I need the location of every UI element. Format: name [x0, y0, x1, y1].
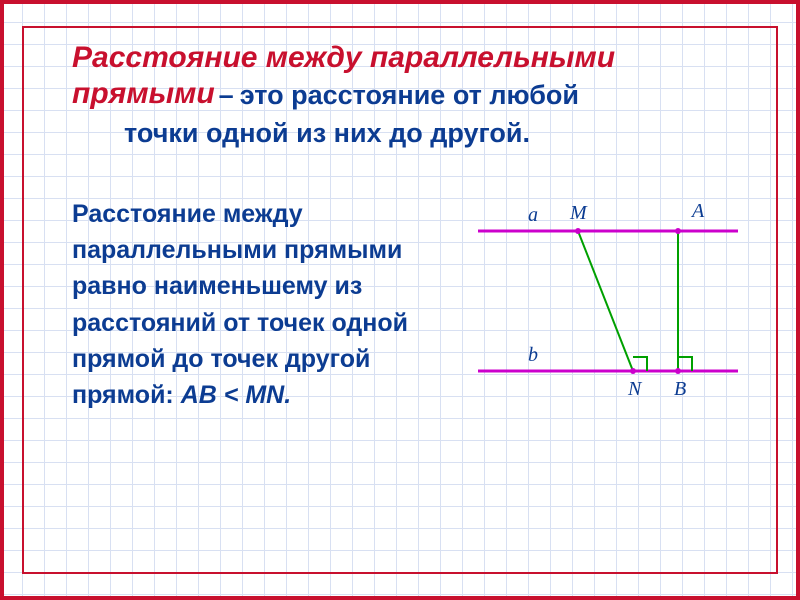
label-a: a	[528, 204, 538, 227]
label-B: B	[674, 378, 686, 401]
title-line1: Расстояние между параллельными	[72, 38, 738, 77]
title-line2-left: прямыми	[72, 77, 215, 113]
title-line2: прямыми – это расстояние от любой	[72, 77, 738, 113]
body-text: Расстояние между параллельными прямыми р…	[72, 196, 468, 426]
subtitle-part1: это расстояние от любой	[240, 77, 579, 113]
slide-page: Расстояние между параллельными прямыми –…	[0, 0, 800, 600]
segment-mn	[578, 231, 633, 371]
point-n	[630, 368, 636, 374]
diagram-svg	[478, 196, 738, 426]
point-a	[675, 228, 681, 234]
label-n: N	[628, 378, 641, 401]
subtitle-part2: точки одной из них до другой.	[72, 115, 712, 151]
title-dash: –	[219, 77, 234, 113]
label-b: b	[528, 344, 538, 367]
body-formula: AB < MN.	[181, 381, 291, 409]
label-m: M	[570, 202, 587, 225]
body-paragraph: Расстояние между параллельными прямыми р…	[72, 200, 408, 409]
geometry-diagram: a M A b N B	[478, 196, 738, 426]
label-A: A	[692, 200, 704, 223]
body-area: Расстояние между параллельными прямыми р…	[72, 196, 738, 426]
point-b	[675, 368, 681, 374]
content-area: Расстояние между параллельными прямыми –…	[22, 26, 778, 574]
point-m	[575, 228, 581, 234]
